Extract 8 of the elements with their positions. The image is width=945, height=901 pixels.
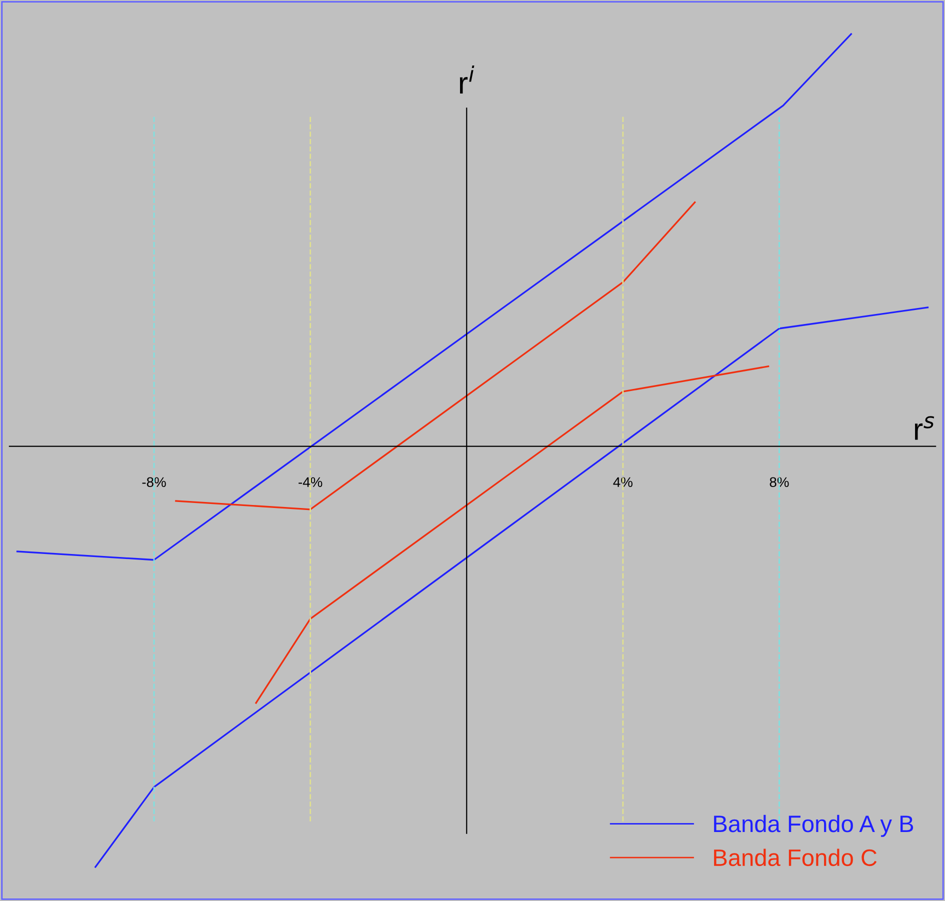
y-axis-title: r$^{i}$: [460, 66, 474, 94]
legend-label: Banda Fondo A y B: [714, 814, 914, 837]
legend-label: Banda Fondo C: [714, 848, 877, 866]
x-tick-label: -4%: [298, 477, 322, 487]
x-axis-title: r$^{s}$: [914, 416, 934, 440]
x-tick-label: 8%: [770, 477, 789, 488]
x-tick-label: 4%: [613, 477, 632, 487]
x-tick-label: -8%: [142, 477, 166, 488]
